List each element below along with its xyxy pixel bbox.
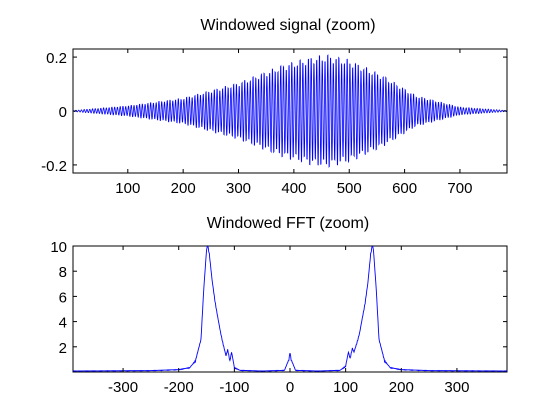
y-tick-label: -0.2 [41, 158, 67, 175]
y-tick-label: 6 [59, 289, 67, 306]
y-tick-label: 0 [59, 104, 67, 121]
y-tick-label: 8 [59, 264, 67, 281]
x-tick-label: 600 [392, 180, 417, 197]
x-tick-label: 200 [389, 379, 414, 396]
series-line-bottom [73, 246, 507, 372]
y-tick-label: 0.2 [46, 50, 67, 67]
x-tick-label: 100 [333, 379, 358, 396]
ticks-bottom: -300 -200 -100 0 100 200 300 2 4 6 8 10 [50, 239, 507, 396]
x-tick-label: 100 [115, 180, 140, 197]
x-tick-label: 300 [226, 180, 251, 197]
y-tick-label: 10 [50, 239, 67, 256]
y-tick-label: 2 [59, 340, 67, 357]
y-tick-label: 4 [59, 315, 67, 332]
chart-bottom: Windowed FFT (zoom) -300 -200 -100 0 100 200 3… [50, 215, 508, 396]
chart-title-bottom: Windowed FFT (zoom) [207, 215, 369, 232]
x-tick-label: 0 [286, 379, 294, 396]
x-tick-label: 500 [337, 180, 362, 197]
x-tick-label: 400 [281, 180, 306, 197]
chart-title-top: Windowed signal (zoom) [200, 17, 375, 34]
chart-top: Windowed signal (zoom) 100 200 300 400 500 60… [41, 17, 508, 197]
series-line-top [73, 54, 507, 168]
x-tick-label: 300 [444, 379, 469, 396]
x-tick-label: 200 [171, 180, 196, 197]
ticks-top: 100 200 300 400 500 600 700 -0.2 0 0.2 [41, 49, 507, 197]
x-tick-label: -100 [219, 379, 249, 396]
x-tick-label: 700 [447, 180, 472, 197]
x-tick-label: -300 [108, 379, 138, 396]
x-tick-label: -200 [164, 379, 194, 396]
